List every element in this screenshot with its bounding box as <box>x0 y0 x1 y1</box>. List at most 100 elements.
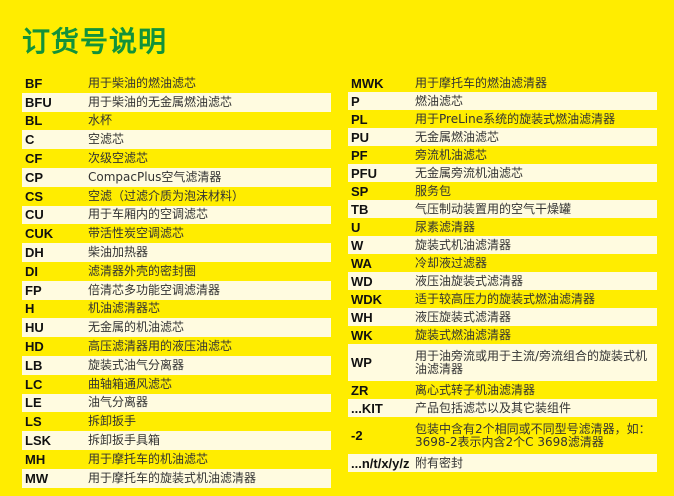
order-code: CF <box>25 151 43 167</box>
table-row: WH 液压旋装式滤清器 <box>348 308 657 326</box>
table-row: MW 用于摩托车的旋装式机油滤清器 <box>22 468 331 488</box>
code-description: 油气分离器 <box>88 395 149 410</box>
code-description: 用于柴油的燃油滤芯 <box>88 75 197 90</box>
code-description: 拆卸扳手 <box>88 414 137 429</box>
table-row: C 空滤芯 <box>22 130 331 150</box>
order-code: BFU <box>25 94 52 110</box>
table-row: W 旋装式机油滤清器 <box>348 236 657 254</box>
order-code: CP <box>25 169 44 185</box>
code-description: 水杯 <box>88 113 113 128</box>
order-code: WP <box>351 355 372 370</box>
table-row: BL 水杯 <box>22 112 331 131</box>
code-description: 柴油加热器 <box>88 245 149 260</box>
code-description: 拆卸扳手具箱 <box>88 433 161 448</box>
order-code: LS <box>25 414 42 430</box>
table-row: CU 用于车厢内的空调滤芯 <box>22 205 331 225</box>
table-row: LSK 拆卸扳手具箱 <box>22 431 331 450</box>
table-row: PU 无金属燃油滤芯 <box>348 128 657 146</box>
code-description: 适于较高压力的旋装式燃油滤清器 <box>415 291 596 306</box>
code-description: 燃油滤芯 <box>415 93 464 108</box>
code-description: 包装中含有2个相同或不同型号滤清器，如：3698-2表示内含2个C 3698滤清… <box>415 421 651 449</box>
table-row: LE 油气分离器 <box>22 393 331 413</box>
order-code: CS <box>25 188 44 204</box>
order-code: WK <box>351 327 373 343</box>
order-code: SP <box>351 183 369 199</box>
table-row: CS 空滤（过滤介质为泡沫材料） <box>22 187 331 206</box>
code-description: 液压油旋装式滤清器 <box>415 273 524 288</box>
order-code: MH <box>25 451 46 467</box>
order-code: DH <box>25 245 44 261</box>
order-code: MWK <box>351 75 384 91</box>
order-code: CUK <box>25 226 54 242</box>
order-code: HD <box>25 339 44 355</box>
code-description: 旋装式机油滤清器 <box>415 237 512 252</box>
code-description: 服务包 <box>415 183 452 198</box>
table-row: LB 旋装式油气分离器 <box>22 355 331 375</box>
code-table-right: MWK 用于摩托车的燃油滤清器 P 燃油滤芯 PL 用于PreLine系统的旋装式燃油滤清… <box>348 74 657 472</box>
table-row: TB 气压制动装置用的空气干燥罐 <box>348 200 657 218</box>
code-description: 冷却液过滤器 <box>415 255 488 270</box>
code-description: 曲轴箱通风滤芯 <box>88 376 173 391</box>
table-row: PFU 无金属旁流机油滤芯 <box>348 164 657 182</box>
code-description: 滤清器外壳的密封圈 <box>88 263 197 278</box>
order-code: H <box>25 301 35 317</box>
code-description: 次级空滤芯 <box>88 151 149 166</box>
order-code: PF <box>351 147 368 163</box>
code-description: 产品包括滤芯以及其它装组件 <box>415 400 572 415</box>
order-code: LE <box>25 395 42 411</box>
table-row: SP 服务包 <box>348 182 657 200</box>
table-row: ZR 离心式转子机油滤清器 <box>348 381 657 399</box>
code-description: 旁流机油滤芯 <box>415 147 488 162</box>
table-row: MWK 用于摩托车的燃油滤清器 <box>348 74 657 92</box>
code-description: 尿素滤清器 <box>415 219 476 234</box>
table-row: BFU 用于柴油的无金属燃油滤芯 <box>22 92 331 112</box>
code-description: 倍清芯多功能空调滤清器 <box>88 282 221 297</box>
table-row: H 机油滤清器芯 <box>22 300 331 319</box>
table-row: HD 高压滤清器用的液压油滤芯 <box>22 337 331 356</box>
table-row: DI 滤清器外壳的密封圈 <box>22 262 331 281</box>
order-code: MW <box>25 470 49 486</box>
code-description: 用于摩托车的燃油滤清器 <box>415 75 548 90</box>
code-description: 用于柴油的无金属燃油滤芯 <box>88 94 233 109</box>
order-code: C <box>25 132 35 148</box>
order-code: WDK <box>351 291 383 307</box>
table-row: PF 旁流机油滤芯 <box>348 146 657 164</box>
code-description: 空滤芯 <box>88 132 125 147</box>
order-code: PFU <box>351 165 377 181</box>
table-row: WP 用于油旁流或用于主流/旁流组合的旋装式机油滤清器 <box>348 344 657 381</box>
table-row: CUK 带活性炭空调滤芯 <box>22 224 331 243</box>
table-row: WDK 适于较高压力的旋装式燃油滤清器 <box>348 290 657 308</box>
order-code: LB <box>25 357 43 373</box>
order-code: LC <box>25 376 43 392</box>
order-code: WD <box>351 273 373 289</box>
table-row: WD 液压油旋装式滤清器 <box>348 272 657 290</box>
code-description: 机油滤清器芯 <box>88 301 161 316</box>
table-row: BF 用于柴油的燃油滤芯 <box>22 74 331 93</box>
order-code: WH <box>351 309 373 325</box>
code-description: 用于油旁流或用于主流/旁流组合的旋装式机油滤清器 <box>415 348 648 376</box>
code-description: 用于车厢内的空调滤芯 <box>88 207 209 222</box>
table-row: ...n/t/x/y/z 附有密封 <box>348 454 657 472</box>
code-description: 无金属旁流机油滤芯 <box>415 165 524 180</box>
table-row: DH 柴油加热器 <box>22 243 331 262</box>
code-description: 用于PreLine系统的旋装式燃油滤清器 <box>415 111 616 126</box>
order-code: PL <box>351 111 368 127</box>
table-row: MH 用于摩托车的机油滤芯 <box>22 450 331 469</box>
code-description: 用于摩托车的旋装式机油滤清器 <box>88 470 257 485</box>
code-description: 带活性炭空调滤芯 <box>88 226 185 241</box>
order-code: PU <box>351 129 370 145</box>
code-description: 旋装式燃油滤清器 <box>415 327 512 342</box>
code-description: 空滤（过滤介质为泡沫材料） <box>88 188 245 203</box>
code-table-left: BF 用于柴油的燃油滤芯 BFU 用于柴油的无金属燃油滤芯 BL 水杯 C 空滤芯 CF 次级空滤… <box>22 74 331 488</box>
table-row: -2 包装中含有2个相同或不同型号滤清器，如：3698-2表示内含2个C 3698… <box>348 417 657 454</box>
order-code: P <box>351 93 360 109</box>
order-code: DI <box>25 263 38 279</box>
code-description: 旋装式油气分离器 <box>88 357 185 372</box>
order-code: WA <box>351 255 372 271</box>
order-code: ...n/t/x/y/z <box>351 455 410 471</box>
order-code: W <box>351 237 364 253</box>
order-code: FP <box>25 282 42 298</box>
page-title: 订货号说明 <box>22 25 168 58</box>
code-description: 液压旋装式滤清器 <box>415 309 512 324</box>
order-code: BL <box>25 113 43 129</box>
